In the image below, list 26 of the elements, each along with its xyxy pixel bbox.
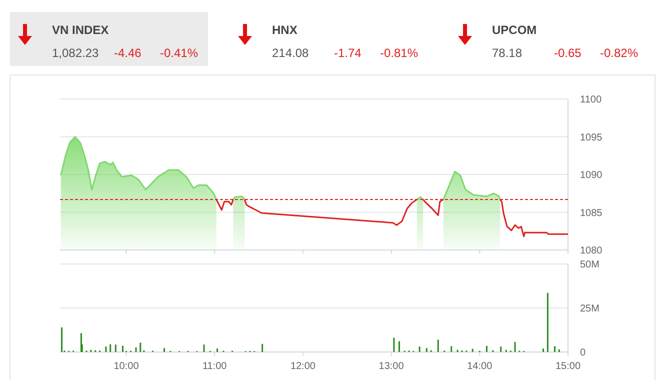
y-tick-label: 50M (580, 260, 600, 270)
text: 214.08 (272, 46, 310, 60)
text: VN INDEX (52, 23, 109, 37)
text: -0.65 (554, 46, 582, 60)
text: -0.81% (380, 46, 418, 60)
y-tick-label: 1095 (580, 132, 603, 144)
y-tick-label: 25M (580, 304, 600, 314)
text: UPCOM (492, 23, 537, 37)
x-tick-label: 13:00 (378, 361, 404, 372)
text: 1,082.23 (52, 46, 100, 60)
text: -0.82% (600, 46, 638, 60)
text: -1.74 (334, 46, 362, 60)
x-tick-label: 11:00 (202, 361, 228, 372)
text: -4.46 (114, 46, 142, 60)
text: HNX (272, 23, 298, 37)
x-tick-label: 14:00 (467, 361, 493, 372)
y-tick-label: 1090 (580, 170, 603, 181)
x-tick-label: 12:00 (290, 361, 316, 372)
x-tick-label: 15:00 (555, 361, 581, 372)
y-tick-label: 0 (580, 348, 586, 358)
text: 78.18 (492, 46, 522, 60)
y-tick-label: 1085 (580, 208, 603, 219)
text: -0.41% (160, 46, 198, 60)
y-tick-label: 1100 (580, 94, 602, 106)
y-tick-label: 1080 (580, 246, 603, 256)
x-tick-label: 10:00 (114, 361, 140, 372)
